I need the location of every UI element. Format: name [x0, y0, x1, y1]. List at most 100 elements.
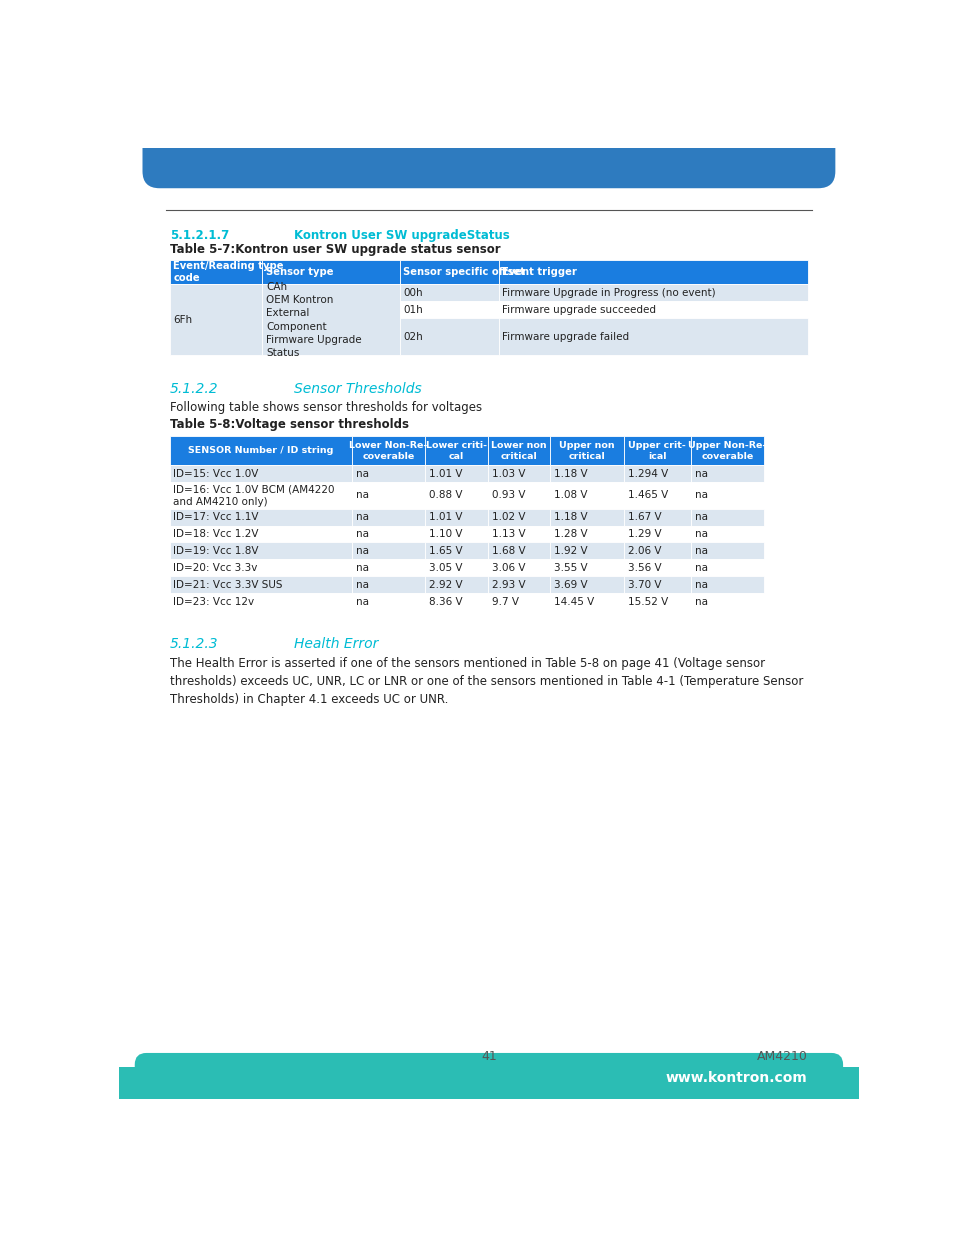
- Bar: [262, 284, 399, 356]
- Text: 00h: 00h: [403, 288, 422, 298]
- Text: na: na: [355, 563, 368, 573]
- Bar: [352, 577, 425, 593]
- Text: 1.02 V: 1.02 V: [491, 513, 524, 522]
- Text: 3.55 V: 3.55 V: [554, 563, 587, 573]
- Text: na: na: [694, 469, 707, 479]
- Bar: [550, 509, 623, 526]
- Text: ID=19: Vcc 1.8V: ID=19: Vcc 1.8V: [173, 546, 258, 556]
- Bar: [623, 577, 690, 593]
- Bar: [170, 509, 352, 526]
- Text: The Health Error is asserted if one of the sensors mentioned in Table 5-8 on pag: The Health Error is asserted if one of t…: [170, 657, 802, 706]
- Bar: [623, 542, 690, 559]
- Text: Event/Reading type
code: Event/Reading type code: [173, 262, 284, 283]
- Bar: [352, 593, 425, 610]
- Text: na: na: [694, 579, 707, 590]
- Text: Health Error: Health Error: [294, 637, 377, 651]
- Bar: [550, 436, 623, 466]
- Text: Upper non
critical: Upper non critical: [558, 441, 614, 461]
- Bar: [498, 259, 807, 284]
- Bar: [690, 542, 763, 559]
- Bar: [487, 542, 550, 559]
- Text: Lower criti-
cal: Lower criti- cal: [425, 441, 486, 461]
- Text: CAh
OEM Kontron
External
Component
Firmware Upgrade
Status: CAh OEM Kontron External Component Firmw…: [266, 282, 361, 358]
- Bar: [170, 542, 352, 559]
- Text: 1.18 V: 1.18 V: [554, 469, 587, 479]
- Bar: [487, 436, 550, 466]
- Text: 2.92 V: 2.92 V: [429, 579, 462, 590]
- Text: na: na: [694, 597, 707, 606]
- FancyBboxPatch shape: [142, 127, 835, 188]
- Text: 1.08 V: 1.08 V: [554, 490, 587, 500]
- Text: 1.28 V: 1.28 V: [554, 529, 587, 538]
- Bar: [170, 559, 352, 577]
- Text: www.kontron.com: www.kontron.com: [665, 1071, 806, 1084]
- Text: 1.65 V: 1.65 V: [429, 546, 462, 556]
- Text: na: na: [694, 546, 707, 556]
- Bar: [170, 526, 352, 542]
- Bar: [623, 526, 690, 542]
- Bar: [170, 593, 352, 610]
- Bar: [352, 436, 425, 466]
- Text: 3.05 V: 3.05 V: [429, 563, 462, 573]
- Text: Lower Non-Re-
coverable: Lower Non-Re- coverable: [349, 441, 427, 461]
- Text: na: na: [355, 469, 368, 479]
- Bar: [425, 436, 487, 466]
- Bar: [399, 284, 498, 301]
- Bar: [550, 466, 623, 483]
- Bar: [623, 436, 690, 466]
- Bar: [399, 319, 498, 356]
- Bar: [352, 509, 425, 526]
- Text: 01h: 01h: [403, 305, 423, 315]
- Bar: [425, 483, 487, 509]
- Text: Firmware Upgrade in Progress (no event): Firmware Upgrade in Progress (no event): [502, 288, 716, 298]
- Bar: [425, 577, 487, 593]
- Text: na: na: [355, 546, 368, 556]
- Text: na: na: [694, 529, 707, 538]
- Bar: [550, 577, 623, 593]
- Bar: [262, 259, 399, 284]
- Text: Table 5-8:Voltage sensor thresholds: Table 5-8:Voltage sensor thresholds: [170, 417, 408, 431]
- Bar: [399, 301, 498, 319]
- Text: 1.294 V: 1.294 V: [627, 469, 667, 479]
- Text: 2.06 V: 2.06 V: [627, 546, 660, 556]
- Bar: [170, 259, 262, 284]
- Text: Event trigger: Event trigger: [502, 267, 577, 277]
- Bar: [425, 593, 487, 610]
- Text: 1.13 V: 1.13 V: [491, 529, 524, 538]
- Text: ID=16: Vcc 1.0V BCM (AM4220
and AM4210 only): ID=16: Vcc 1.0V BCM (AM4220 and AM4210 o…: [173, 484, 335, 506]
- Text: 1.18 V: 1.18 V: [554, 513, 587, 522]
- Bar: [690, 483, 763, 509]
- Text: 5.1.2.2: 5.1.2.2: [170, 383, 218, 396]
- Text: Table 5-7:Kontron user SW upgrade status sensor: Table 5-7:Kontron user SW upgrade status…: [170, 243, 499, 256]
- Text: 0.88 V: 0.88 V: [429, 490, 462, 500]
- Bar: [550, 559, 623, 577]
- Text: SENSOR Number / ID string: SENSOR Number / ID string: [188, 446, 333, 456]
- Text: 1.03 V: 1.03 V: [491, 469, 524, 479]
- Bar: [690, 577, 763, 593]
- Bar: [623, 509, 690, 526]
- Bar: [352, 466, 425, 483]
- Bar: [690, 526, 763, 542]
- Bar: [170, 483, 352, 509]
- Text: 1.92 V: 1.92 V: [554, 546, 587, 556]
- Text: 1.67 V: 1.67 V: [627, 513, 660, 522]
- Text: 1.01 V: 1.01 V: [429, 469, 462, 479]
- Bar: [690, 436, 763, 466]
- Text: Upper crit-
ical: Upper crit- ical: [628, 441, 685, 461]
- Bar: [690, 466, 763, 483]
- Text: ID=18: Vcc 1.2V: ID=18: Vcc 1.2V: [173, 529, 258, 538]
- Text: na: na: [355, 490, 368, 500]
- Bar: [399, 259, 498, 284]
- Bar: [550, 542, 623, 559]
- Bar: [487, 466, 550, 483]
- Bar: [690, 559, 763, 577]
- Bar: [498, 284, 807, 301]
- Text: 14.45 V: 14.45 V: [554, 597, 594, 606]
- Bar: [425, 526, 487, 542]
- Bar: [352, 542, 425, 559]
- Text: Lower non
critical: Lower non critical: [491, 441, 546, 461]
- Text: 41: 41: [480, 1050, 497, 1063]
- Bar: [170, 466, 352, 483]
- Bar: [550, 593, 623, 610]
- Text: Sensor Thresholds: Sensor Thresholds: [294, 383, 421, 396]
